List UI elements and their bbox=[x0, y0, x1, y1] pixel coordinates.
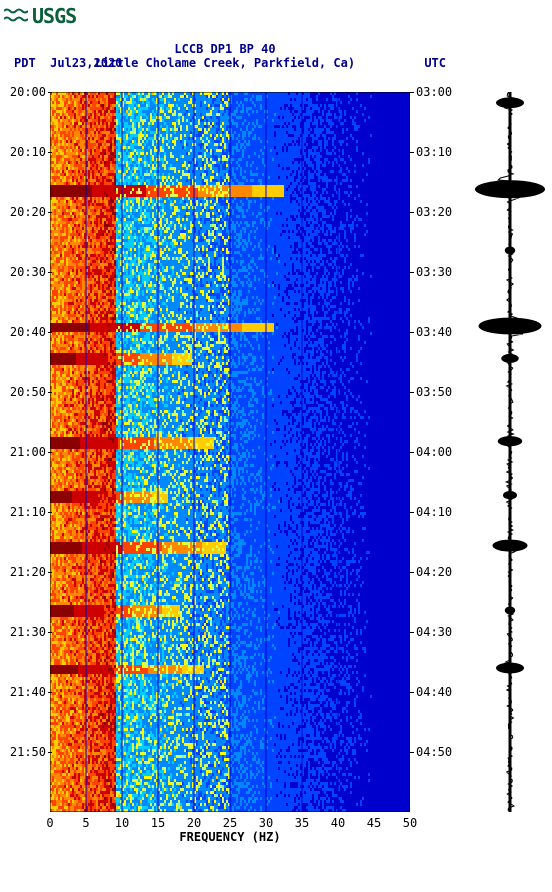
usgs-logo: USGS bbox=[4, 4, 76, 28]
y-tick-left: 21:00 bbox=[2, 445, 46, 459]
y-tick-left: 21:10 bbox=[2, 505, 46, 519]
x-tick: 25 bbox=[223, 816, 237, 830]
seismogram-trace bbox=[475, 92, 545, 812]
y-tick-left: 21:30 bbox=[2, 625, 46, 639]
y-tick-right: 03:50 bbox=[416, 385, 460, 399]
spectrogram-svg bbox=[50, 92, 410, 812]
y-tick-right: 04:50 bbox=[416, 745, 460, 759]
logo-waves-icon bbox=[4, 4, 28, 28]
y-tick-left: 21:40 bbox=[2, 685, 46, 699]
y-tick-left: 20:40 bbox=[2, 325, 46, 339]
y-tick-right: 04:30 bbox=[416, 625, 460, 639]
x-axis-label: FREQUENCY (HZ) bbox=[50, 830, 410, 844]
y-tick-right: 03:40 bbox=[416, 325, 460, 339]
chart-title: LCCB DP1 BP 40 bbox=[0, 42, 450, 56]
x-tick: 40 bbox=[331, 816, 345, 830]
y-tick-left: 20:00 bbox=[2, 85, 46, 99]
x-tick: 5 bbox=[82, 816, 89, 830]
y-tick-right: 03:00 bbox=[416, 85, 460, 99]
y-tick-left: 20:30 bbox=[2, 265, 46, 279]
logo-text: USGS bbox=[32, 4, 76, 28]
spectrogram-plot bbox=[50, 92, 410, 812]
y-tick-right: 04:20 bbox=[416, 565, 460, 579]
y-tick-right: 04:10 bbox=[416, 505, 460, 519]
x-tick: 35 bbox=[295, 816, 309, 830]
y-tick-right: 03:20 bbox=[416, 205, 460, 219]
x-tick: 10 bbox=[115, 816, 129, 830]
location-label: Little Cholame Creek, Parkfield, Ca) bbox=[0, 56, 450, 70]
y-tick-right: 03:30 bbox=[416, 265, 460, 279]
y-tick-right: 03:10 bbox=[416, 145, 460, 159]
x-tick: 15 bbox=[151, 816, 165, 830]
y-tick-left: 20:50 bbox=[2, 385, 46, 399]
y-axis-left: 20:0020:1020:2020:3020:4020:5021:0021:10… bbox=[0, 92, 48, 812]
y-tick-left: 20:10 bbox=[2, 145, 46, 159]
x-tick: 30 bbox=[259, 816, 273, 830]
y-tick-right: 04:40 bbox=[416, 685, 460, 699]
x-tick: 50 bbox=[403, 816, 417, 830]
y-tick-left: 21:20 bbox=[2, 565, 46, 579]
right-timezone-label: UTC bbox=[424, 56, 446, 70]
x-tick: 20 bbox=[187, 816, 201, 830]
x-tick: 45 bbox=[367, 816, 381, 830]
y-tick-right: 04:00 bbox=[416, 445, 460, 459]
y-axis-right: 03:0003:1003:2003:3003:4003:5004:0004:10… bbox=[412, 92, 460, 812]
x-tick: 0 bbox=[46, 816, 53, 830]
seismogram-svg bbox=[475, 92, 545, 812]
y-tick-left: 21:50 bbox=[2, 745, 46, 759]
y-tick-left: 20:20 bbox=[2, 205, 46, 219]
